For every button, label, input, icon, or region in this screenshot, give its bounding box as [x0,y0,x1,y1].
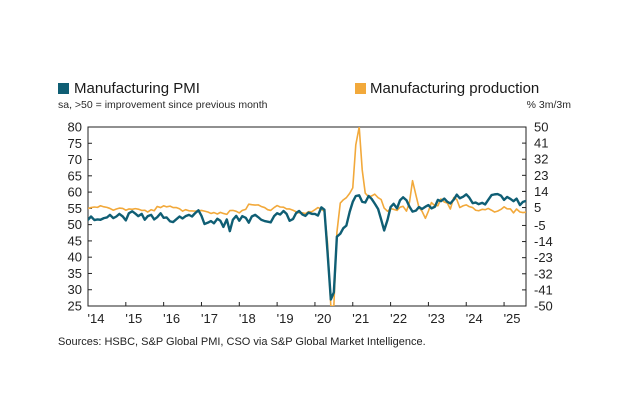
y-right-tick-label: 23 [534,168,548,183]
legend-label-pmi: Manufacturing PMI [74,80,200,97]
y-left-tick-label: 40 [68,250,82,265]
legend-label-production: Manufacturing production [370,80,539,97]
series-line-production [88,127,526,306]
y-left-tick-label: 50 [68,217,82,232]
y-left-tick-label: 55 [68,201,82,216]
y-left-tick-label: 60 [68,185,82,200]
x-tick-label: '18 [239,311,256,326]
x-tick-label: '24 [466,311,483,326]
y-right-tick-label: 14 [534,184,548,199]
x-tick-label: '16 [163,311,180,326]
legend: Manufacturing PMI sa, >50 = improvement … [58,80,571,111]
y-right-tick-label: 41 [534,136,548,151]
axis-ticks [87,126,526,307]
x-tick-label: '19 [277,311,294,326]
source-note: Sources: HSBC, S&P Global PMI, CSO via S… [58,336,426,348]
y-right-tick-label: 32 [534,152,548,167]
series-lines [88,127,526,306]
y-right-tick-label: -5 [534,218,546,233]
y-right-tick-label: -32 [534,266,553,281]
legend-note-pmi: sa, >50 = improvement since previous mon… [58,99,268,111]
legend-note-production: % 3m/3m [527,99,572,111]
x-tick-label: '22 [390,311,407,326]
x-tick-label: '23 [428,311,445,326]
x-tick-label: '15 [125,311,142,326]
legend-swatch-pmi [58,83,69,94]
y-left-tick-label: 30 [68,282,82,297]
y-left-tick-label: 65 [68,168,82,183]
y-right-tick-label: 50 [534,120,548,135]
y-left-tick-label: 70 [68,152,82,167]
x-tick-label: '20 [314,311,331,326]
y-right-tick-label: -41 [534,282,553,297]
axis-labels: 80757065605550454035302550413223145-5-14… [68,120,553,327]
legend-swatch-production [355,83,366,94]
series-line-pmi [88,192,526,301]
x-tick-label: '21 [352,311,369,326]
y-left-tick-label: 35 [68,266,82,281]
y-right-tick-label: -23 [534,250,553,265]
y-right-tick-label: -14 [534,234,553,249]
y-left-tick-label: 80 [68,120,82,135]
x-tick-label: '14 [88,311,105,326]
x-tick-label: '17 [201,311,218,326]
y-right-tick-label: -50 [534,299,553,314]
y-left-tick-label: 75 [68,136,82,151]
y-left-tick-label: 25 [68,299,82,314]
y-left-tick-label: 45 [68,233,82,248]
y-right-tick-label: 5 [534,200,541,215]
plot-area-frame [87,126,527,307]
x-tick-label: '25 [504,311,521,326]
